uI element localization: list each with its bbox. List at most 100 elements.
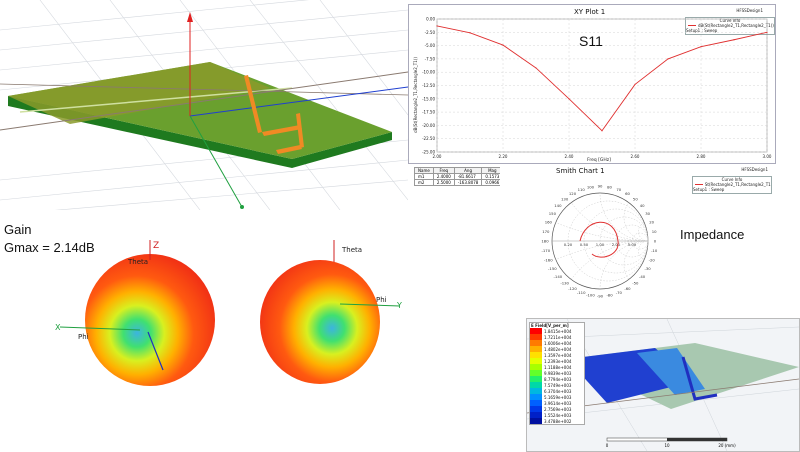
xy-y-tick-label: -25.00	[422, 150, 435, 155]
left-z-axis-label: Z	[153, 241, 159, 251]
smith-angle-label: 160	[545, 220, 553, 225]
efield-legend-value: 1.8415e+004	[544, 328, 572, 334]
xy-plot-design-name: HFSSDesign1	[736, 8, 763, 13]
smith-angle-label: -60	[624, 286, 631, 291]
legend-setup: Setup1 : Sweep	[686, 28, 718, 33]
scale-label-20: 20 (mm)	[718, 443, 736, 448]
smith-legend-setup: Setup1 : Sweep	[693, 187, 725, 192]
s11-data-point	[667, 58, 669, 60]
efield-legend-title: E Field[V_per_m]	[531, 323, 569, 328]
ground-plane[interactable]	[8, 62, 270, 124]
left-phi-label: Phi	[78, 333, 89, 341]
xy-y-tick-label: -17.50	[422, 110, 435, 115]
efield-legend-swatch	[530, 328, 542, 334]
impedance-curve	[579, 221, 619, 258]
efield-legend-row: 7.5749e+003	[530, 382, 584, 388]
xy-x-tick-label: 2.40	[565, 154, 574, 159]
efield-legend-row: 3.9614e+003	[530, 400, 584, 406]
gain-pattern-right[interactable]: Z Theta Y Phi	[260, 240, 402, 384]
xy-y-tick-label: 0.00	[426, 17, 435, 22]
efield-legend-swatch	[530, 352, 542, 358]
xy-y-tick-label: -10.00	[422, 70, 435, 75]
antenna-3d-viewport[interactable]	[0, 0, 408, 210]
gain-pattern-left[interactable]: Z Theta X Phi	[55, 240, 215, 386]
y-axis-line	[189, 115, 243, 208]
smith-angle-label: 70	[616, 187, 621, 192]
smith-resistance-label: 1.00	[596, 242, 605, 247]
smith-chart-panel[interactable]: Smith Chart 1 HFSSDesign1 Curve Info St(…	[500, 166, 776, 306]
xy-y-tick-label: -2.50	[425, 30, 436, 35]
xy-plot-svg: 0.00 -2.50 -5.00 -7.50 -10.00 -12.50 -15.00 -17…	[413, 17, 772, 164]
impedance-annotation: Impedance	[680, 227, 745, 242]
efield-legend-swatch	[530, 334, 542, 340]
xy-y-axis-label: dB(St(Rectangle2_T1,Rectangle2_T1))	[413, 57, 418, 133]
smith-angle-label: 180	[541, 239, 549, 244]
smith-angle-label: 80	[607, 184, 612, 189]
s11-data-point	[568, 98, 570, 100]
xy-y-tick-label: -15.00	[422, 96, 435, 101]
efield-legend-swatch	[530, 340, 542, 346]
xy-x-ticks: 2.00 2.20 2.40 2.60 2.80 3.00	[433, 154, 772, 159]
efield-legend-value: 1.2393e+004	[544, 358, 572, 364]
efield-legend-row: 1.2393e+004	[530, 358, 584, 364]
patch-element[interactable]	[244, 75, 304, 154]
efield-legend-value: 9.9839e+003	[544, 370, 572, 376]
efield-legend-swatch	[530, 346, 542, 352]
scale-label-10: 10	[664, 443, 670, 448]
s11-data-point	[436, 25, 438, 27]
efield-legend-row: 9.9839e+003	[530, 370, 584, 376]
smith-legend[interactable]: Curve Info St(Rectangle2_T1,Rectangle2_T…	[692, 176, 772, 194]
efield-legend-swatch	[530, 406, 542, 412]
smith-angle-label: 110	[578, 187, 586, 192]
efield-legend-swatch	[530, 388, 542, 394]
smith-angle-label: 10	[652, 229, 657, 234]
smith-reactance-arc	[599, 240, 648, 289]
efield-legend[interactable]: E Field[V_per_m] 1.8415e+004 1.7211e+004 1…	[529, 322, 585, 425]
smith-angle-label: 50	[633, 196, 638, 201]
s11-data-point	[634, 83, 636, 86]
smith-reactance-arc	[623, 193, 648, 242]
efield-legend-swatch	[530, 394, 542, 400]
efield-legend-swatch	[530, 400, 542, 406]
smith-angle-label: -170	[542, 248, 551, 253]
xy-x-axis-label: Freq [GHz]	[587, 157, 611, 163]
xy-plot-legend[interactable]: Curve Info dB(St(Rectangle2_T1,Rectangle…	[685, 17, 775, 35]
gain-annotation: Gain	[4, 222, 32, 237]
s11-data-point	[700, 46, 702, 48]
xy-plot-panel[interactable]: XY Plot 1 HFSSDesign1 Curve Info dB(St(R…	[408, 4, 776, 164]
efield-legend-value: 6.3704e+003	[544, 388, 572, 394]
efield-viewport[interactable]: 0 10 20 (mm) E Field[V_per_m] 1.8415e+00…	[526, 318, 800, 452]
smith-legend-swatch	[695, 184, 703, 185]
smith-angle-label: 150	[549, 211, 557, 216]
efield-legend-value: 1.5524e+003	[544, 412, 572, 418]
efield-legend-value: 1.3597e+004	[544, 352, 572, 358]
efield-legend-value: 1.1188e+004	[544, 364, 572, 370]
smith-design-name: HFSSDesign1	[741, 167, 768, 172]
efield-legend-swatch	[530, 382, 542, 388]
smith-reactance-arc	[552, 193, 648, 242]
smith-angle-label: -160	[544, 257, 553, 262]
smith-reactance-arc	[623, 240, 648, 289]
efield-legend-swatch	[530, 370, 542, 376]
left-theta-label: Theta	[127, 258, 148, 266]
right-y-axis-label: Y	[396, 301, 402, 310]
smith-angle-label: 140	[554, 203, 562, 208]
smith-angle-label: 20	[649, 220, 654, 225]
left-x-axis-label: X	[55, 323, 61, 332]
smith-angle-label: -140	[554, 274, 563, 279]
smith-angle-label: 40	[640, 203, 645, 208]
right-theta-label: Theta	[341, 246, 362, 254]
smith-angle-label: 30	[645, 211, 650, 216]
smith-angle-label: -20	[649, 257, 656, 262]
efield-legend-row: 5.1659e+003	[530, 394, 584, 400]
efield-legend-value: 1.7211e+004	[544, 334, 572, 340]
xy-y-tick-label: -7.50	[425, 56, 436, 61]
marker-table-cell: -163.8078	[453, 179, 483, 186]
legend-curve-label: dB(St(Rectangle2_T1,Rectangle2_T1))	[698, 23, 774, 28]
efield-legend-row: 1.4802e+004	[530, 346, 584, 352]
xy-y-tick-label: -22.50	[422, 136, 435, 141]
smith-angle-label: -30	[645, 266, 652, 271]
right-z-axis-label: Z	[330, 240, 336, 241]
